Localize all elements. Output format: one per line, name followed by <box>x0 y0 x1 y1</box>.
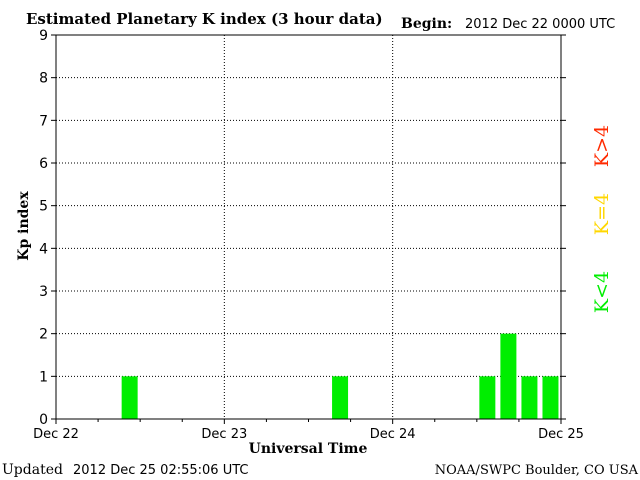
legend-entry: K>4 <box>591 125 613 167</box>
bar-series <box>121 333 559 419</box>
kp-bar <box>121 376 138 419</box>
source-credit: NOAA/SWPC Boulder, CO USA <box>435 463 639 478</box>
kp-bar <box>332 376 349 419</box>
y-axis-label: Kp index <box>16 191 32 261</box>
updated-label: Updated <box>2 462 63 478</box>
x-axis: Dec 22 Dec 23 Dec 24 Dec 25 <box>33 419 584 442</box>
kp-bar <box>479 376 496 419</box>
updated-value: 2012 Dec 25 02:55:06 UTC <box>73 463 248 478</box>
x-tick-label: Dec 23 <box>201 427 247 442</box>
y-tick-label: 9 <box>39 28 48 44</box>
y-tick-label: 0 <box>39 412 48 428</box>
y-tick-label: 2 <box>39 327 48 343</box>
chart-title: Estimated Planetary K index (3 hour data… <box>26 10 383 28</box>
begin-value: 2012 Dec 22 0000 UTC <box>465 17 615 32</box>
y-tick-label: 6 <box>39 156 48 172</box>
plot-frame <box>55 34 562 420</box>
legend-entry: K=4 <box>591 193 613 235</box>
y-tick-label: 7 <box>39 113 48 129</box>
legend: K>4 K=4 K<4 <box>591 125 613 313</box>
x-tick-label: Dec 25 <box>538 427 584 442</box>
begin-label: Begin: <box>401 16 452 32</box>
y-axis: 0 1 2 3 4 5 6 7 8 9 <box>39 28 566 428</box>
kp-bar <box>542 376 559 419</box>
x-tick-label: Dec 24 <box>370 427 416 442</box>
y-tick-label: 1 <box>39 369 48 385</box>
y-tick-label: 5 <box>39 199 48 215</box>
y-tick-label: 8 <box>39 71 48 87</box>
y-tick-label: 3 <box>39 284 48 300</box>
y-tick-label: 4 <box>39 241 48 257</box>
kp-bar <box>521 376 538 419</box>
kp-bar <box>500 333 517 419</box>
x-tick-label: Dec 22 <box>33 427 79 442</box>
legend-entry: K<4 <box>591 271 613 313</box>
x-axis-label: Universal Time <box>249 441 368 457</box>
grid <box>56 35 561 419</box>
